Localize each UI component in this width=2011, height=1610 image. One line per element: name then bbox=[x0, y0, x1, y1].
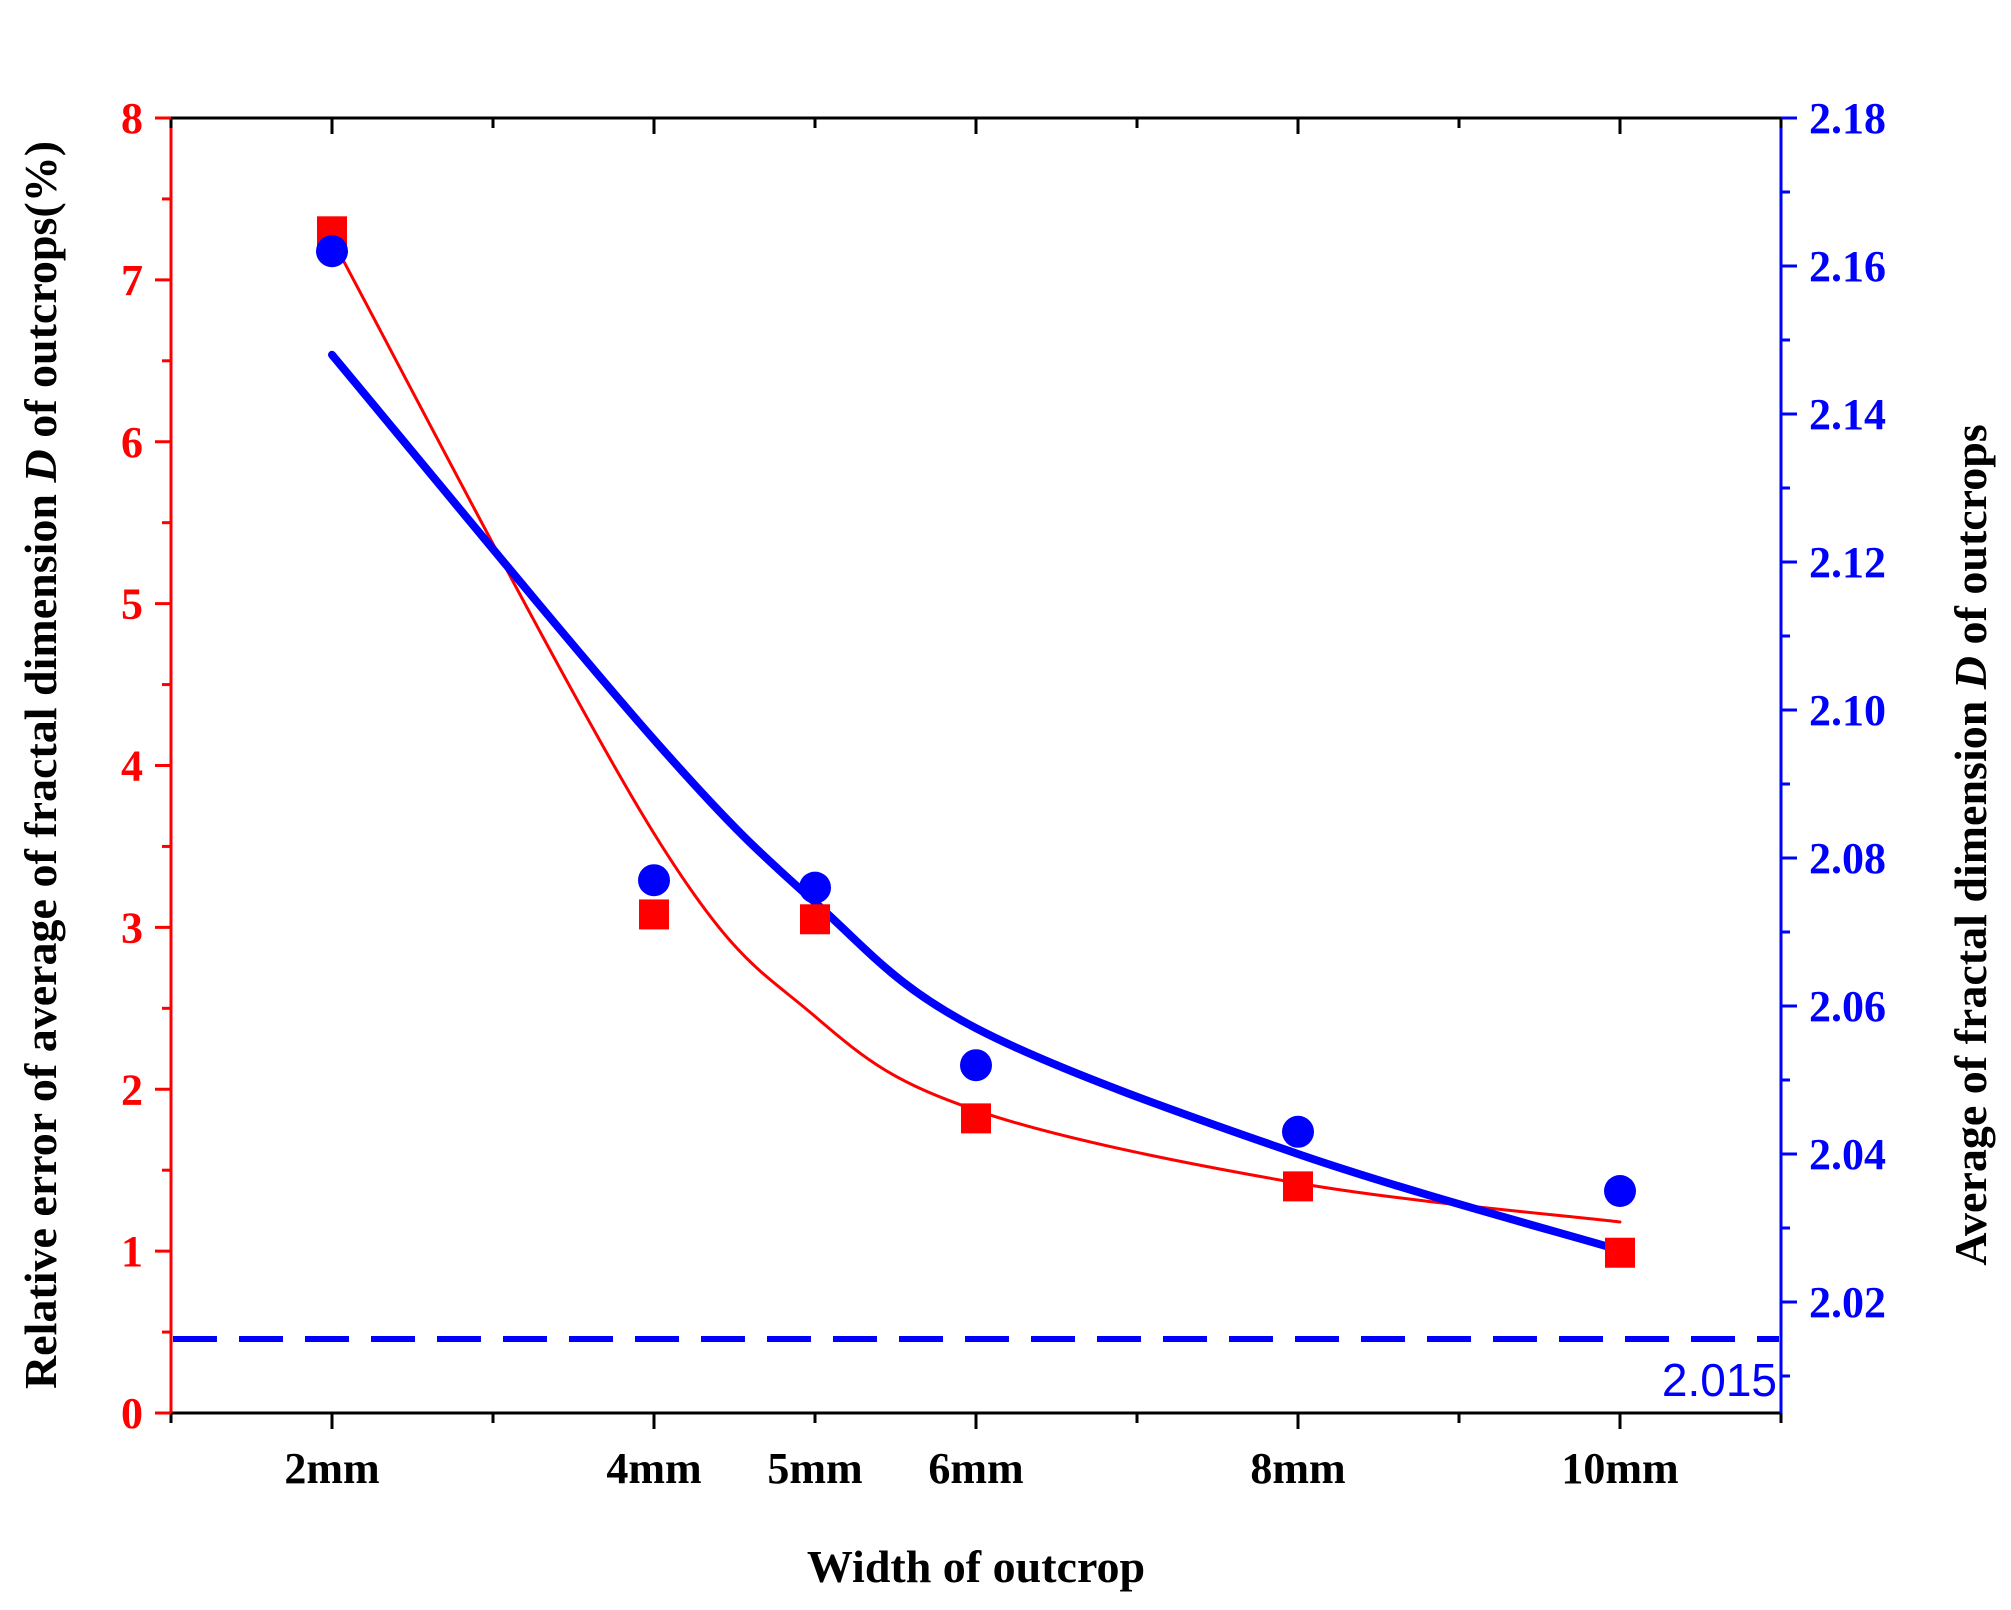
x-tick-label: 10mm bbox=[1561, 1444, 1678, 1493]
x-tick-label: 4mm bbox=[606, 1444, 701, 1493]
data-point-circle bbox=[1282, 1115, 1314, 1148]
y-right-tick-label: 2.04 bbox=[1809, 1130, 1886, 1179]
fit-curve-relative-error bbox=[330, 237, 1622, 1224]
y-left-tick-label: 7 bbox=[121, 256, 143, 305]
y-left-tick-label: 4 bbox=[121, 742, 143, 791]
y-left-tick-label: 8 bbox=[121, 94, 143, 143]
y-left-title-prefix: Relative error of average of fractal dim… bbox=[15, 483, 66, 1390]
data-point-circle bbox=[638, 864, 670, 897]
data-point-square bbox=[1283, 1171, 1313, 1202]
data-point-square bbox=[800, 904, 830, 935]
plot-area bbox=[171, 118, 1781, 1413]
x-tick-label: 5mm bbox=[767, 1444, 862, 1493]
data-point-circle bbox=[1604, 1175, 1636, 1207]
axes: 2mm 4mm 5mm 6mm 8mm 10mm 0 1 2 3 4 5 6 7 8 2.02 2.04 2.06… bbox=[121, 94, 1886, 1493]
x-axis-title: Width of outcrop bbox=[807, 1541, 1145, 1592]
data-point-circle bbox=[960, 1049, 992, 1082]
y-right-tick-label: 2.02 bbox=[1809, 1278, 1886, 1327]
x-tick-label: 2mm bbox=[284, 1444, 379, 1493]
y-left-tick-label: 6 bbox=[121, 418, 143, 467]
y-right-title-prefix: Average of fractal dimension bbox=[1945, 689, 1996, 1266]
fit-curve-average-d bbox=[328, 350, 1624, 1255]
y-right-tick-label: 2.14 bbox=[1809, 390, 1886, 439]
y-right-title-symbol: D bbox=[1945, 656, 1996, 690]
y-left-title-symbol: D bbox=[15, 449, 66, 483]
y-axis-left-title: Relative error of average of fractal dim… bbox=[15, 141, 66, 1389]
data-point-circle bbox=[316, 235, 348, 268]
data-point-square bbox=[1605, 1237, 1635, 1268]
y-left-tick-label: 3 bbox=[121, 903, 143, 952]
x-tick-label: 8mm bbox=[1250, 1444, 1345, 1493]
data-point-square bbox=[961, 1103, 991, 1134]
y-left-tick-label: 0 bbox=[121, 1389, 143, 1438]
reference-line-group: 2.015 bbox=[173, 1336, 1779, 1406]
y-left-tick-label: 5 bbox=[121, 580, 143, 629]
x-tick-label: 6mm bbox=[928, 1444, 1023, 1493]
y-left-title-suffix: of outcrops(%) bbox=[15, 141, 66, 449]
data-point-square bbox=[639, 899, 669, 930]
fit-curves bbox=[328, 237, 1624, 1255]
y-right-tick-label: 2.08 bbox=[1809, 834, 1886, 883]
y-right-tick-label: 2.06 bbox=[1809, 982, 1886, 1031]
y-left-tick-label: 2 bbox=[121, 1065, 143, 1114]
y-right-tick-label: 2.10 bbox=[1809, 686, 1886, 735]
data-points bbox=[316, 216, 1636, 1268]
y-axis-right-title: Average of fractal dimension D of outcro… bbox=[1945, 424, 1996, 1266]
reference-line-label: 2.015 bbox=[1662, 1354, 1777, 1406]
y-right-tick-label: 2.16 bbox=[1809, 242, 1886, 291]
y-right-title-suffix: of outcrops bbox=[1945, 424, 1996, 656]
data-point-circle bbox=[799, 871, 831, 904]
y-left-tick-label: 1 bbox=[121, 1227, 143, 1276]
y-right-tick-label: 2.12 bbox=[1809, 538, 1886, 587]
y-right-tick-label: 2.18 bbox=[1809, 94, 1886, 143]
